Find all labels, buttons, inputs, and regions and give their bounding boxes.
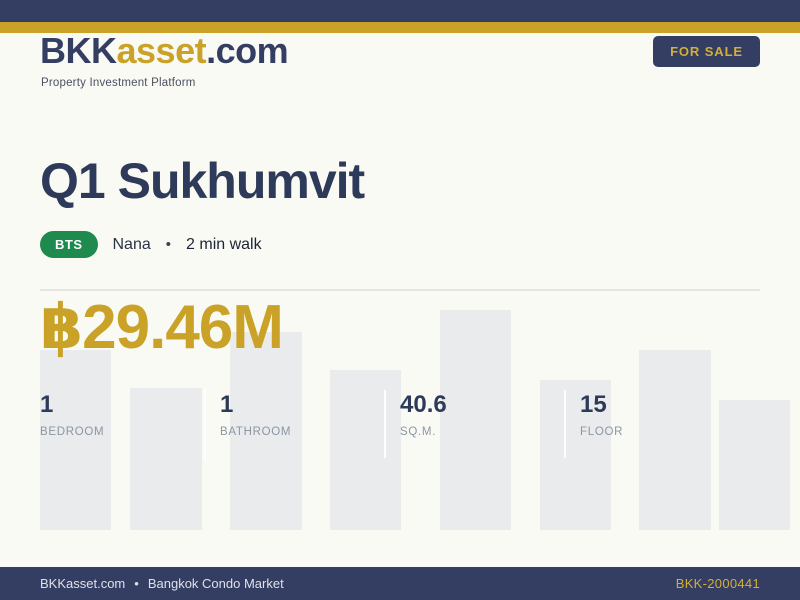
walk-time: 2 min walk [186, 235, 262, 253]
stat-label: BEDROOM [40, 426, 105, 438]
stat-label: BATHROOM [220, 426, 292, 438]
for-sale-badge: FOR SALE [653, 36, 760, 67]
stat-divider [384, 390, 386, 458]
stat-value: 40.6 [400, 391, 447, 418]
logo-part-bkk: BKK [40, 30, 117, 71]
skyline-bar [440, 310, 511, 530]
footer-left: BKKasset.com • Bangkok Condo Market [40, 576, 284, 591]
stat-divider [204, 390, 206, 458]
stat-floor: 15 FLOOR [580, 391, 730, 438]
stat-label: SQ.M. [400, 426, 437, 438]
footer-site: BKKasset.com [40, 576, 126, 591]
stat-sqm: 40.6 SQ.M. [400, 391, 550, 438]
price: ฿29.46M [40, 293, 284, 362]
skyline-bar [639, 350, 711, 530]
stat-bathroom: 1 BATHROOM [220, 391, 370, 438]
station-name: Nana [112, 235, 151, 253]
stat-divider [564, 390, 566, 458]
skyline-bar [130, 388, 202, 530]
footer-bar: BKKasset.com • Bangkok Condo Market BKK-… [0, 567, 800, 600]
bullet-separator: • [165, 236, 172, 253]
skyline [40, 310, 790, 530]
footer-market: Bangkok Condo Market [147, 576, 284, 591]
property-title: Q1 Sukhumvit [40, 153, 365, 209]
stat-label: FLOOR [580, 426, 624, 438]
section-divider [40, 289, 760, 291]
logo-part-com: .com [206, 30, 289, 71]
stat-value: 1 [40, 391, 54, 418]
skyline-bar [719, 400, 790, 530]
skyline-bar [230, 332, 302, 530]
site-tagline: Property Investment Platform [41, 77, 196, 89]
stat-value: 1 [220, 391, 234, 418]
bts-badge: BTS [40, 231, 98, 258]
top-gold-band [0, 22, 800, 33]
stat-bedroom: 1 BEDROOM [40, 391, 190, 438]
site-logo[interactable]: BKKasset.com [40, 30, 289, 71]
skyline-bar [40, 350, 111, 530]
skyline-bar [330, 370, 401, 530]
stat-value: 15 [580, 391, 607, 418]
transit-row: BTS Nana • 2 min walk [40, 231, 262, 258]
top-navy-band [0, 0, 800, 22]
listing-reference: BKK-2000441 [675, 576, 760, 591]
bullet-separator: • [134, 576, 139, 591]
logo-part-asset: asset [116, 30, 207, 71]
skyline-bar [540, 380, 611, 530]
